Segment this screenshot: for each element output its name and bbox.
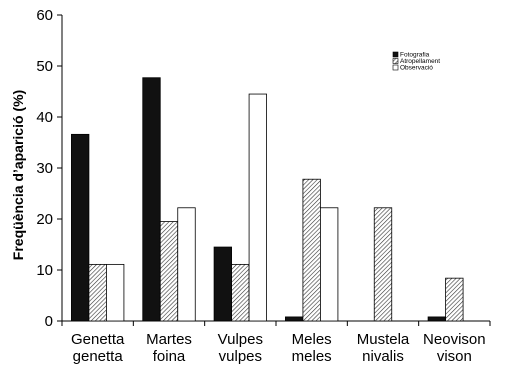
bar-atropellament bbox=[231, 263, 250, 322]
bar-atropellament bbox=[88, 263, 107, 322]
bar-atropellament bbox=[445, 277, 464, 322]
legend-swatch bbox=[392, 64, 399, 71]
legend-label: Fotografia bbox=[400, 52, 430, 59]
bar-observació bbox=[177, 207, 196, 322]
bar-fotografia bbox=[213, 246, 232, 322]
x-tick-label: nivalis bbox=[362, 348, 404, 365]
legend-label: Observació bbox=[400, 65, 433, 72]
x-tick-label: genetta bbox=[73, 348, 124, 365]
x-tick-label: Martes bbox=[146, 331, 192, 348]
legend-swatch bbox=[392, 58, 399, 64]
bars bbox=[71, 77, 464, 322]
x-tick-label: meles bbox=[292, 348, 332, 365]
y-tick-label: 30 bbox=[36, 160, 53, 177]
x-tick-label: foina bbox=[153, 348, 186, 365]
y-tick-label: 60 bbox=[36, 7, 53, 24]
x-tick-label: Vulpes bbox=[218, 331, 263, 348]
y-tick-label: 50 bbox=[36, 58, 53, 75]
x-tick-label: vison bbox=[437, 348, 472, 365]
y-axis-label: Freqüència d’aparició (%) bbox=[10, 90, 26, 260]
bar-atropellament bbox=[302, 178, 321, 322]
x-tick-label: vulpes bbox=[219, 348, 262, 365]
x-tick-label: Meles bbox=[292, 331, 332, 348]
bar-fotografia bbox=[427, 316, 446, 322]
y-ticks: 0 10 20 30 40 50 60 bbox=[36, 7, 53, 330]
y-tick-label: 0 bbox=[45, 313, 53, 330]
bar-atropellament bbox=[159, 221, 179, 322]
legend-label: Atropellament bbox=[400, 58, 440, 65]
bar-observació bbox=[248, 93, 267, 322]
bar-fotografia bbox=[142, 77, 161, 322]
bar-fotografia bbox=[71, 133, 90, 322]
y-tick-label: 40 bbox=[36, 109, 53, 126]
bar-observació bbox=[320, 207, 339, 322]
x-tick-label: Mustela bbox=[357, 331, 410, 348]
bar-observació bbox=[106, 263, 125, 322]
legend-swatch bbox=[392, 51, 399, 58]
axes bbox=[57, 14, 491, 326]
bar-fotografia bbox=[285, 316, 304, 322]
y-tick-label: 20 bbox=[36, 211, 53, 228]
x-tick-label: Genetta bbox=[71, 331, 125, 348]
x-tick-label: Neovison bbox=[423, 331, 486, 348]
bar-atropellament bbox=[373, 207, 393, 322]
y-tick-label: 10 bbox=[36, 262, 53, 279]
